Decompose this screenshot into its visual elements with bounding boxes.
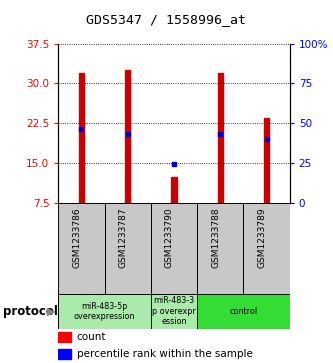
Text: miR-483-5p
overexpression: miR-483-5p overexpression <box>74 302 135 321</box>
Bar <box>79 73 84 203</box>
Bar <box>58 203 105 294</box>
Text: count: count <box>77 332 106 342</box>
Text: control: control <box>229 307 257 316</box>
Bar <box>171 177 177 203</box>
Bar <box>125 70 131 203</box>
Bar <box>264 118 269 203</box>
Bar <box>58 294 151 329</box>
Bar <box>151 294 197 329</box>
Text: GDS5347 / 1558996_at: GDS5347 / 1558996_at <box>87 13 246 26</box>
Bar <box>243 203 290 294</box>
Text: ▶: ▶ <box>47 306 56 316</box>
Text: GSM1233786: GSM1233786 <box>72 208 81 269</box>
Text: GSM1233789: GSM1233789 <box>257 208 267 269</box>
Bar <box>197 294 290 329</box>
Bar <box>217 73 223 203</box>
Bar <box>197 203 243 294</box>
Bar <box>58 349 71 359</box>
Text: GSM1233787: GSM1233787 <box>119 208 128 269</box>
Bar <box>105 203 151 294</box>
Bar <box>58 332 71 342</box>
Text: protocol: protocol <box>3 305 58 318</box>
Text: percentile rank within the sample: percentile rank within the sample <box>77 349 253 359</box>
Text: GSM1233790: GSM1233790 <box>165 208 174 269</box>
Bar <box>151 203 197 294</box>
Text: miR-483-3
p overexpr
ession: miR-483-3 p overexpr ession <box>152 296 196 326</box>
Text: GSM1233788: GSM1233788 <box>211 208 220 269</box>
